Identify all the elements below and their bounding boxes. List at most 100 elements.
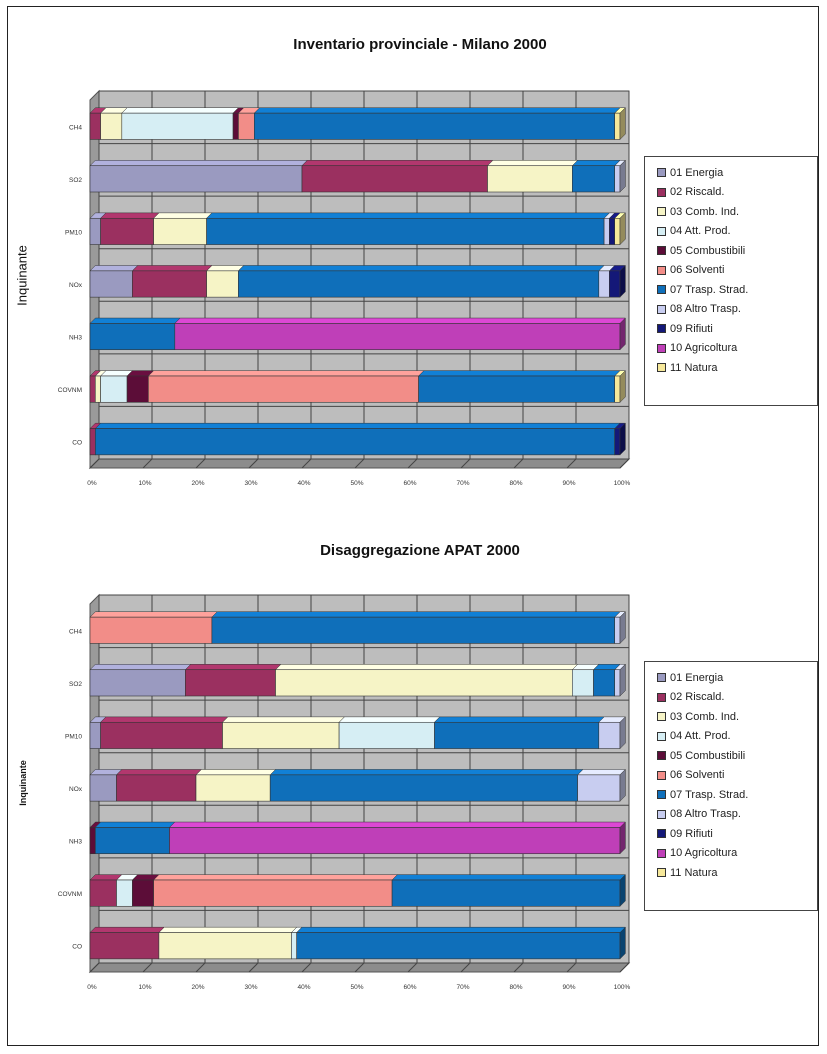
floor-gridline	[301, 458, 312, 469]
bar-end-face	[619, 317, 626, 351]
legend-label: 06 Solventi	[670, 264, 725, 277]
bar-segment-top	[131, 265, 213, 272]
legend-swatch	[657, 246, 666, 256]
legend-swatch	[657, 265, 666, 275]
bar-segment	[100, 375, 128, 403]
bar-segment	[89, 217, 101, 245]
bar-segment	[598, 270, 610, 298]
legend-label: 03 Comb. Ind.	[670, 205, 740, 218]
legend-label: 09 Rifiuti	[670, 322, 713, 335]
legend-label: 05 Combustibili	[670, 244, 746, 257]
bar-segment	[614, 165, 621, 193]
bar-segment	[95, 375, 101, 403]
bar-segment	[238, 270, 600, 298]
chart-1-legend: 01 Energia 02 Riscald. 03 Comb. Ind. 04 Att…	[644, 156, 818, 406]
bar-segment-top	[301, 160, 494, 166]
bar-segment-top	[571, 160, 621, 166]
legend-item: 01 Energia	[657, 163, 817, 183]
y-tick-label: NOx	[69, 282, 83, 289]
x-tick-label: 100%	[614, 480, 631, 487]
legend-item: 07 Trasp. Strad.	[657, 280, 817, 300]
legend-label: 02 Riscald.	[670, 691, 725, 704]
legend-label: 11 Natura	[670, 866, 718, 879]
y-tick-label: SO2	[69, 177, 82, 184]
floor-gridline	[566, 458, 577, 469]
bar-segment	[614, 217, 621, 245]
bar-segment	[153, 217, 207, 245]
legend-swatch	[657, 363, 666, 373]
legend-item: 06 Solventi	[657, 766, 817, 786]
floor-gridline	[407, 458, 418, 469]
bar-segment	[126, 375, 149, 403]
bar-segment-top	[89, 317, 181, 324]
bar-end-face	[619, 369, 626, 403]
bar-segment	[148, 375, 419, 403]
bar-segment	[603, 217, 610, 245]
floor-gridline	[619, 458, 630, 469]
x-tick-label: 70%	[456, 480, 469, 487]
legend-item: 05 Combustibili	[657, 241, 817, 261]
bar-segment	[254, 112, 615, 140]
x-tick-label: 30%	[244, 480, 257, 487]
legend-label: 10 Agricoltura	[670, 342, 738, 355]
x-tick-label: 80%	[509, 480, 522, 487]
x-tick-label: 10%	[138, 480, 151, 487]
y-tick-label: NH3	[69, 335, 82, 342]
y-tick-label: COVNM	[58, 387, 82, 394]
bar-segment	[89, 375, 96, 403]
bar-segment-top	[205, 265, 245, 272]
legend-swatch	[657, 731, 666, 741]
bar-segment	[206, 217, 605, 245]
x-tick-label: 50%	[350, 480, 363, 487]
bar-segment	[609, 270, 621, 298]
chart-1-title: Inventario provinciale - Milano 2000	[293, 36, 547, 53]
legend-item: 06 Solventi	[657, 261, 817, 281]
bar-segment	[89, 165, 303, 193]
legend-label: 06 Solventi	[670, 769, 725, 782]
legend-label: 07 Trasp. Strad.	[670, 788, 749, 801]
bar-segment-top	[417, 370, 621, 377]
legend-swatch	[657, 187, 666, 197]
legend-swatch	[657, 770, 666, 780]
legend-swatch	[657, 207, 666, 217]
legend-label: 08 Altro Trasp.	[670, 303, 741, 316]
legend-swatch	[657, 712, 666, 722]
bar-segment	[238, 112, 255, 140]
floor-gridline	[142, 458, 153, 469]
bar-segment	[132, 270, 207, 298]
bar-segment	[89, 323, 176, 351]
bar-segment-top	[99, 212, 160, 219]
bar-segment-top	[89, 265, 139, 272]
bar-segment-top	[94, 422, 621, 429]
legend-swatch	[657, 868, 666, 878]
legend-swatch	[657, 324, 666, 334]
legend-label: 10 Agricoltura	[670, 847, 738, 860]
floor-gridline	[354, 458, 365, 469]
bar-segment-top	[121, 107, 240, 114]
legend-item: 11 Natura	[657, 863, 817, 883]
legend-swatch	[657, 343, 666, 353]
legend-label: 09 Rifiuti	[670, 827, 713, 840]
legend-swatch	[657, 848, 666, 858]
bar-end-face	[619, 264, 626, 298]
legend-item: 05 Combustibili	[657, 746, 817, 766]
bar-segment-top	[174, 317, 627, 324]
legend-label: 02 Riscald.	[670, 186, 725, 199]
legend-label: 04 Att. Prod.	[670, 730, 731, 743]
legend-swatch	[657, 829, 666, 839]
legend-swatch	[657, 673, 666, 683]
bar-segment-top	[89, 160, 309, 166]
bar-segment	[174, 323, 621, 351]
chart-2-title: Disaggregazione APAT 2000	[320, 542, 520, 559]
legend-item: 11 Natura	[657, 358, 817, 378]
legend-label: 03 Comb. Ind.	[670, 710, 740, 723]
bar-segment	[609, 217, 616, 245]
legend-item: 10 Agricoltura	[657, 844, 817, 864]
bar-segment-top	[253, 107, 621, 114]
chart-2-y-axis-label: Inquinante	[18, 760, 28, 806]
floor-gridline	[460, 458, 471, 469]
bar-segment	[95, 428, 616, 456]
bar-segment	[301, 165, 488, 193]
bar-segment	[614, 428, 621, 456]
chart-2-legend: 01 Energia 02 Riscald. 03 Comb. Ind. 04 Att…	[644, 661, 818, 911]
